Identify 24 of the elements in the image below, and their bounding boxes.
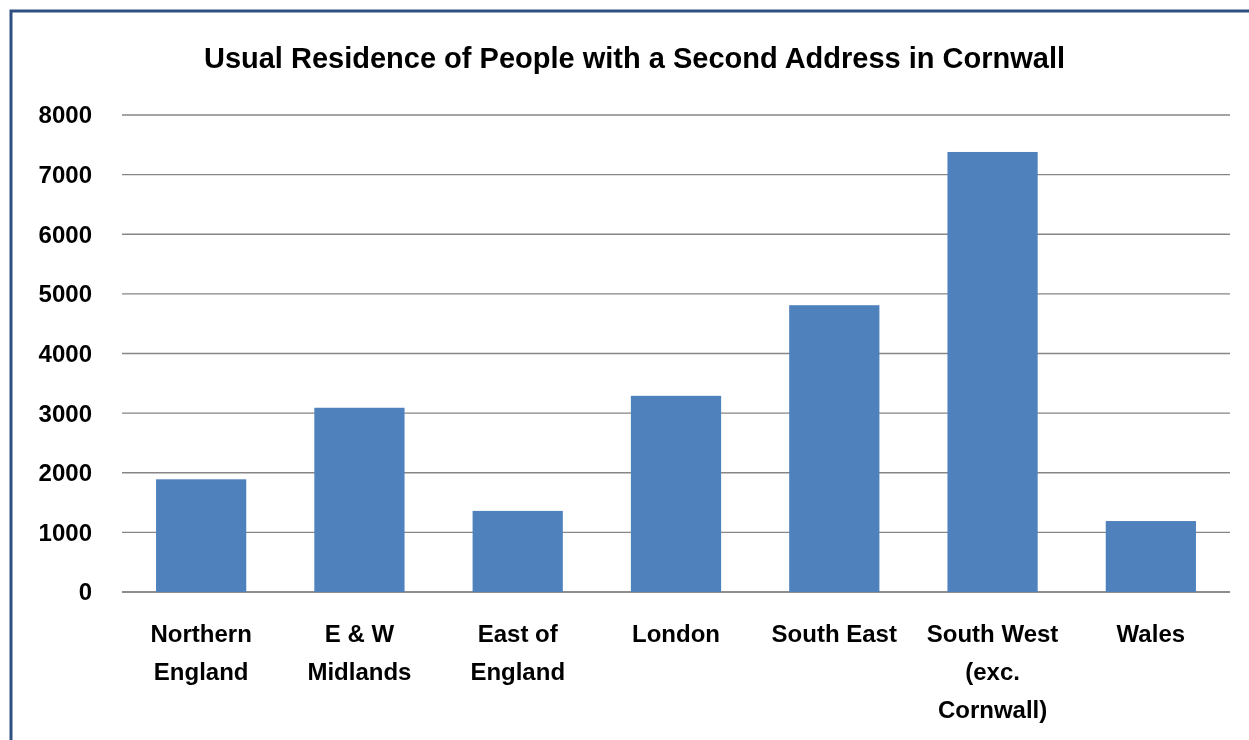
y-tick-label: 1000 [38, 518, 92, 546]
x-tick-label: East of England [470, 620, 566, 685]
bar [630, 395, 722, 592]
bar [947, 151, 1038, 592]
x-tick-label: Northern England [150, 620, 252, 685]
y-tick-label: 2000 [38, 459, 92, 487]
x-tick-label: Wales [1116, 620, 1186, 647]
x-tick-label: E & W Midlands [307, 620, 412, 685]
bar [156, 479, 247, 592]
y-tick-label: 5000 [38, 280, 92, 308]
x-tick-label: South West (exc. Cornwall) [926, 620, 1059, 723]
bar [789, 305, 880, 592]
y-tick-label: 3000 [38, 399, 92, 427]
bar [472, 510, 563, 592]
bar [1105, 521, 1196, 592]
y-tick-label: 8000 [38, 101, 92, 129]
y-tick-label: 0 [78, 578, 92, 606]
bar [314, 407, 405, 592]
x-tick-label: London [632, 620, 720, 647]
y-tick-label: 6000 [38, 220, 92, 248]
x-tick-label: South East [771, 620, 897, 647]
y-tick-label: 4000 [38, 339, 92, 367]
chart-title: Usual Residence of People with a Second Address in Cornwall [203, 42, 1066, 74]
y-tick-label: 7000 [38, 161, 92, 189]
